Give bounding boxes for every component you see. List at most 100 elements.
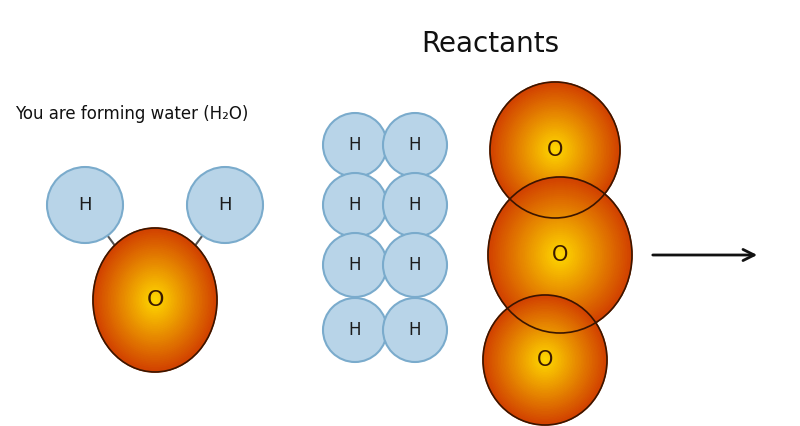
Ellipse shape	[534, 128, 576, 172]
Ellipse shape	[534, 228, 586, 282]
Ellipse shape	[515, 329, 574, 391]
Ellipse shape	[149, 293, 161, 307]
Ellipse shape	[122, 262, 187, 338]
Ellipse shape	[535, 130, 574, 170]
Ellipse shape	[502, 193, 618, 317]
Ellipse shape	[486, 298, 604, 422]
Text: H: H	[409, 196, 422, 214]
Circle shape	[383, 233, 447, 297]
Ellipse shape	[519, 112, 590, 187]
Ellipse shape	[506, 320, 584, 400]
Ellipse shape	[113, 251, 197, 348]
Ellipse shape	[497, 89, 614, 211]
Ellipse shape	[490, 303, 599, 417]
Ellipse shape	[549, 143, 562, 157]
Ellipse shape	[526, 218, 594, 292]
Ellipse shape	[524, 118, 586, 182]
Ellipse shape	[126, 266, 185, 334]
Ellipse shape	[524, 216, 596, 294]
Ellipse shape	[514, 107, 596, 193]
Ellipse shape	[505, 97, 606, 203]
Ellipse shape	[528, 220, 592, 290]
Ellipse shape	[107, 244, 203, 356]
Ellipse shape	[94, 230, 215, 370]
Ellipse shape	[511, 202, 609, 308]
Ellipse shape	[98, 233, 212, 367]
Ellipse shape	[510, 102, 601, 198]
Ellipse shape	[483, 295, 607, 425]
Ellipse shape	[152, 296, 158, 304]
Ellipse shape	[558, 253, 562, 257]
Ellipse shape	[490, 82, 620, 218]
Ellipse shape	[514, 328, 576, 392]
Ellipse shape	[520, 334, 570, 386]
Ellipse shape	[544, 138, 566, 162]
Ellipse shape	[101, 237, 210, 363]
Ellipse shape	[142, 285, 167, 314]
Ellipse shape	[522, 214, 598, 296]
Ellipse shape	[526, 340, 563, 380]
Ellipse shape	[132, 273, 178, 327]
Ellipse shape	[516, 109, 594, 191]
Ellipse shape	[119, 259, 190, 341]
Ellipse shape	[542, 136, 568, 164]
Circle shape	[323, 233, 387, 297]
Ellipse shape	[121, 260, 189, 340]
Ellipse shape	[508, 101, 602, 199]
Ellipse shape	[102, 239, 208, 361]
Circle shape	[383, 298, 447, 362]
Ellipse shape	[139, 282, 170, 318]
Ellipse shape	[550, 145, 560, 155]
Ellipse shape	[118, 257, 192, 343]
Ellipse shape	[553, 247, 567, 263]
Ellipse shape	[537, 131, 573, 169]
Ellipse shape	[540, 233, 580, 276]
Ellipse shape	[495, 308, 594, 412]
Text: H: H	[409, 256, 422, 274]
Ellipse shape	[527, 121, 582, 179]
Ellipse shape	[547, 141, 563, 158]
Ellipse shape	[522, 336, 568, 384]
Ellipse shape	[537, 230, 583, 280]
Ellipse shape	[542, 236, 578, 274]
Ellipse shape	[542, 357, 548, 363]
Ellipse shape	[517, 208, 603, 302]
Ellipse shape	[127, 268, 183, 332]
Ellipse shape	[154, 298, 157, 302]
Ellipse shape	[531, 224, 589, 286]
Circle shape	[323, 298, 387, 362]
Ellipse shape	[515, 206, 605, 304]
Ellipse shape	[538, 133, 571, 167]
Ellipse shape	[146, 289, 164, 311]
Ellipse shape	[491, 181, 629, 329]
Ellipse shape	[134, 275, 177, 325]
Ellipse shape	[552, 147, 558, 153]
Text: You are forming water (H₂O): You are forming water (H₂O)	[15, 105, 248, 123]
Ellipse shape	[488, 300, 602, 420]
Ellipse shape	[539, 354, 551, 366]
Ellipse shape	[136, 279, 174, 322]
Ellipse shape	[485, 296, 606, 423]
Ellipse shape	[536, 350, 554, 370]
Ellipse shape	[513, 326, 578, 394]
Ellipse shape	[498, 311, 591, 409]
Ellipse shape	[497, 310, 593, 410]
Ellipse shape	[490, 179, 630, 331]
Ellipse shape	[517, 331, 573, 389]
Ellipse shape	[511, 324, 579, 396]
Ellipse shape	[110, 248, 200, 352]
Circle shape	[383, 173, 447, 237]
Ellipse shape	[494, 183, 626, 327]
Circle shape	[383, 113, 447, 177]
Ellipse shape	[124, 264, 186, 336]
Text: H: H	[78, 196, 92, 214]
Ellipse shape	[498, 90, 612, 210]
Ellipse shape	[492, 83, 618, 216]
Ellipse shape	[525, 339, 565, 381]
Ellipse shape	[532, 126, 578, 174]
Text: H: H	[349, 256, 362, 274]
Text: O: O	[547, 140, 563, 160]
Ellipse shape	[500, 92, 610, 208]
Ellipse shape	[503, 95, 607, 204]
Ellipse shape	[510, 322, 581, 397]
